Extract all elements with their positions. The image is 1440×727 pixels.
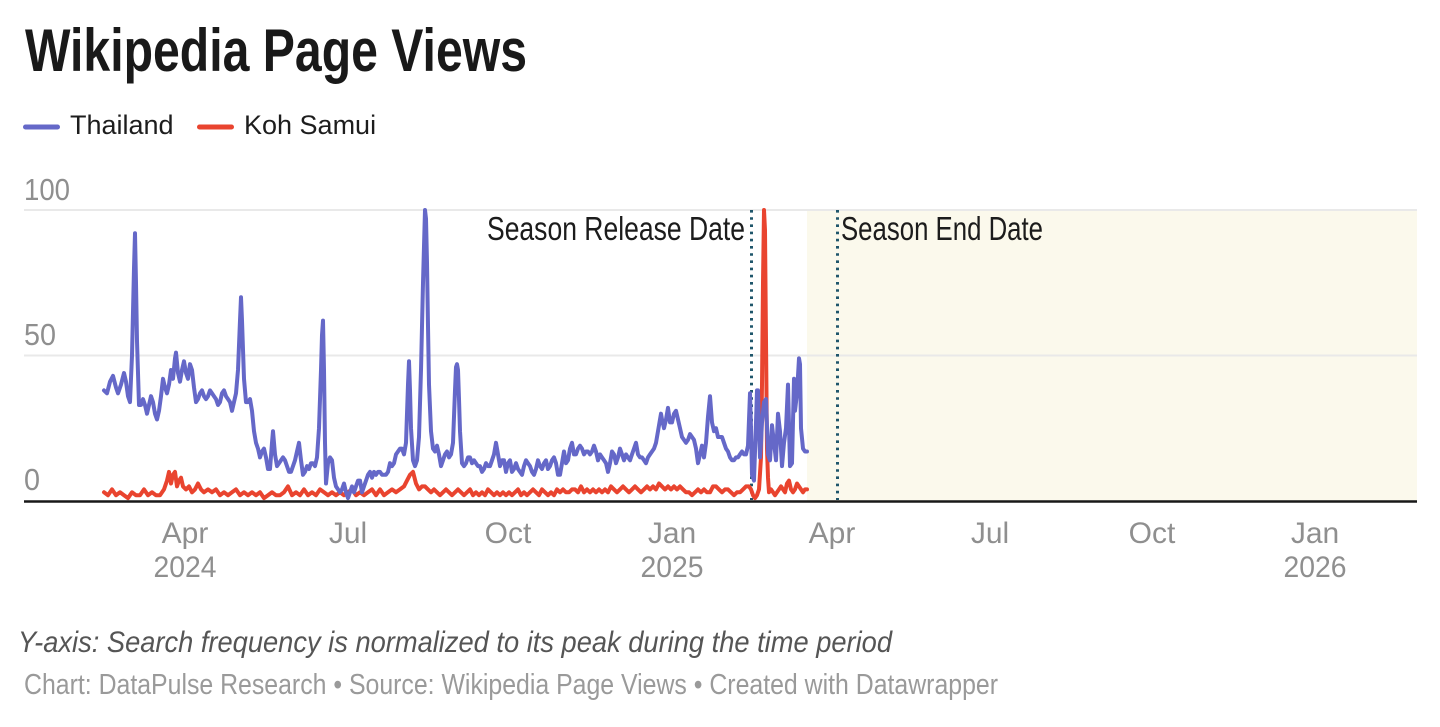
- svg-text:Season End Date: Season End Date: [841, 210, 1043, 247]
- svg-text:Oct: Oct: [1129, 517, 1176, 550]
- svg-text:Apr: Apr: [162, 517, 209, 550]
- svg-text:Chart: DataPulse Research • So: Chart: DataPulse Research • Source: Wiki…: [24, 669, 998, 701]
- svg-text:Koh Samui: Koh Samui: [244, 110, 376, 140]
- svg-text:100: 100: [24, 172, 70, 207]
- svg-text:2024: 2024: [154, 551, 217, 584]
- svg-text:Jul: Jul: [971, 517, 1009, 550]
- svg-text:Oct: Oct: [485, 517, 532, 550]
- svg-text:Apr: Apr: [809, 517, 856, 550]
- svg-text:Jan: Jan: [648, 517, 696, 550]
- svg-text:2025: 2025: [641, 551, 704, 584]
- svg-text:Season Release Date: Season Release Date: [487, 210, 745, 247]
- svg-text:Wikipedia Page Views: Wikipedia Page Views: [25, 17, 527, 84]
- svg-text:Jan: Jan: [1291, 517, 1339, 550]
- svg-text:Y-axis: Search frequency is no: Y-axis: Search frequency is normalized t…: [18, 626, 893, 659]
- svg-text:Thailand: Thailand: [70, 110, 174, 140]
- svg-text:0: 0: [24, 462, 40, 497]
- svg-text:2026: 2026: [1284, 551, 1347, 584]
- svg-text:50: 50: [24, 317, 56, 352]
- svg-text:Jul: Jul: [329, 517, 367, 550]
